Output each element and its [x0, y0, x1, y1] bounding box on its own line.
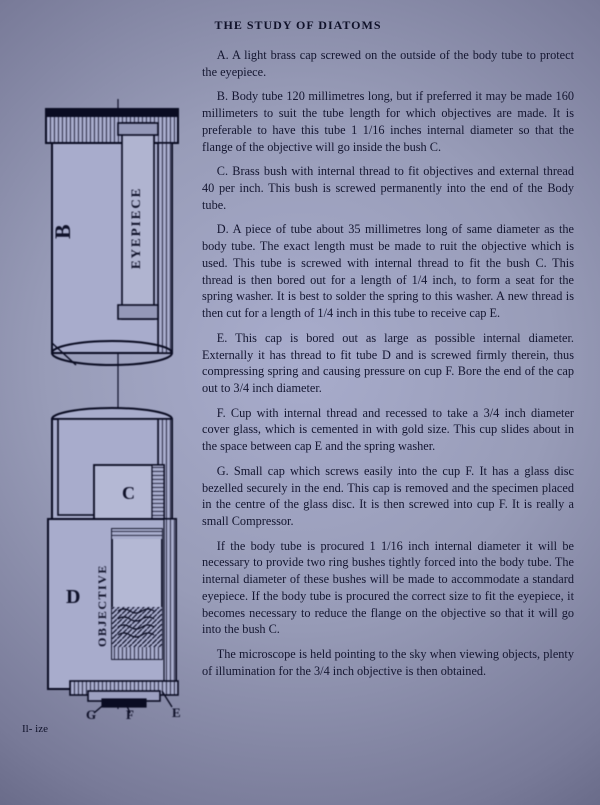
page-title: THE STUDY OF DIATOMS: [22, 18, 574, 33]
label-size: Il- ize: [22, 723, 190, 735]
label-objective: OBJECTIVE: [95, 564, 109, 647]
para-c: C. Brass bush with internal thread to fi…: [202, 163, 574, 213]
page-content: B EYEPIECE C: [22, 47, 574, 735]
para-a: A. A light brass cap screwed on the outs…: [202, 47, 574, 80]
microscope-diagram: B EYEPIECE C: [22, 99, 190, 719]
label-e: E: [172, 705, 181, 719]
para-usage: The microscope is held pointing to the s…: [202, 646, 574, 679]
label-c: C: [122, 483, 135, 503]
para-d: D. A piece of tube about 35 millimetres …: [202, 221, 574, 321]
para-e: E. This cap is bored out as large as pos…: [202, 330, 574, 397]
label-eyepiece: EYEPIECE: [128, 187, 143, 269]
label-b: B: [50, 224, 75, 239]
label-g: G: [86, 707, 96, 719]
para-f: F. Cup with internal thread and recessed…: [202, 405, 574, 455]
para-body-tube: If the body tube is procured 1 1/16 inch…: [202, 538, 574, 638]
figure-column: B EYEPIECE C: [22, 99, 190, 735]
label-d: D: [66, 586, 80, 608]
label-f: F: [126, 707, 134, 719]
scanned-page: THE STUDY OF DIATOMS: [0, 0, 600, 805]
para-g: G. Small cap which screws easily into th…: [202, 463, 574, 530]
para-b: B. Body tube 120 millimetres long, but i…: [202, 88, 574, 155]
text-column: A. A light brass cap screwed on the outs…: [202, 47, 574, 735]
